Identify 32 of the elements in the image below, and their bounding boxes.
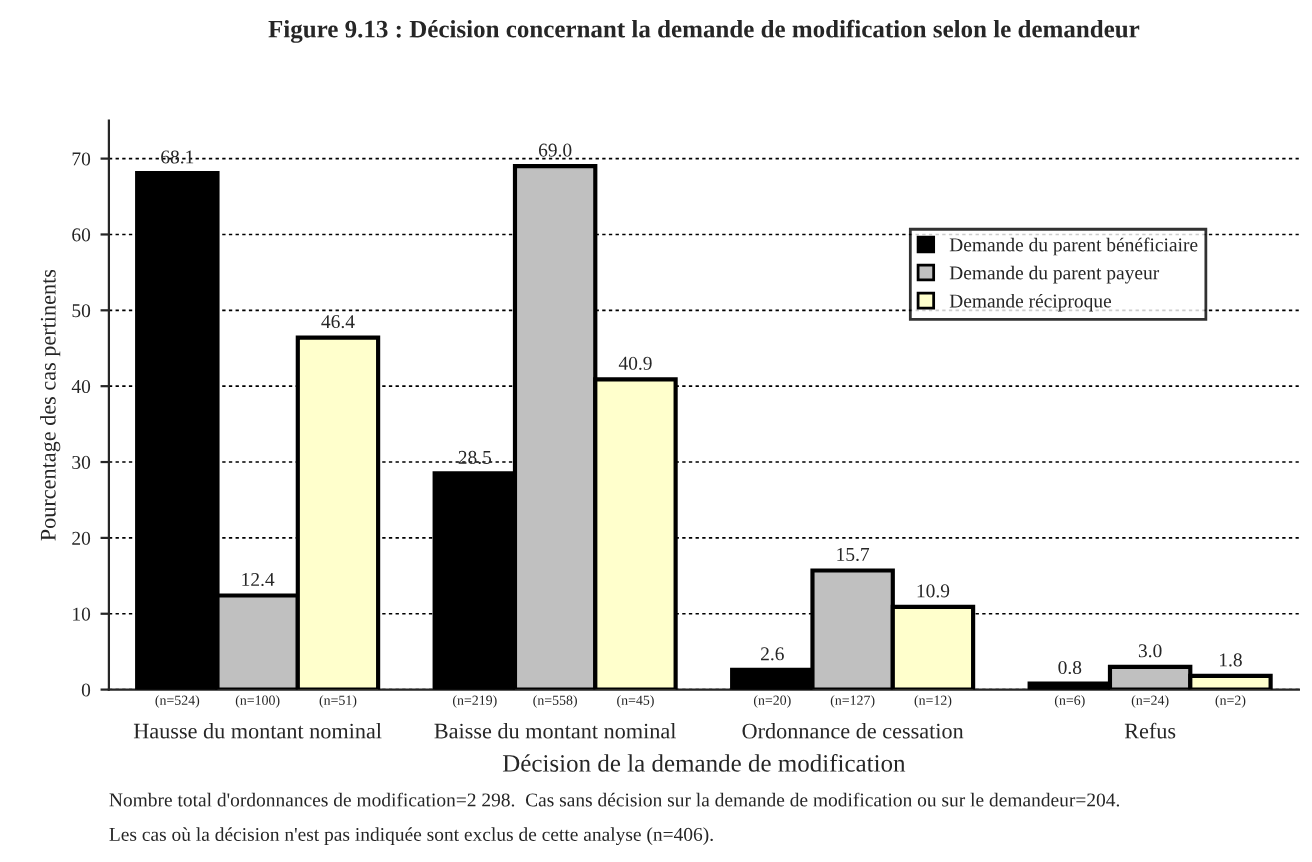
- data-label: 3.0: [1138, 644, 1162, 658]
- data-label: 69.0: [538, 143, 572, 157]
- text: Nombre total d'ordonnances de modification=2 298. Cas sans décision sur la demande de modification ou sur le demandeur=204.: [109, 792, 1120, 807]
- legend-label: Demande du parent bénéficiaire: [949, 237, 1198, 256]
- x-tick-label: Refus: [1124, 722, 1176, 739]
- y-tick-label: 50: [72, 304, 91, 318]
- y-tick-label: 30: [72, 455, 91, 469]
- y-tick-label: 40: [71, 379, 91, 394]
- data-label: 10.9: [917, 584, 950, 598]
- data-label: 28.5: [458, 450, 492, 464]
- legend-label: Demande réciproque: [949, 293, 1112, 312]
- data-label: 2.6: [761, 647, 784, 661]
- x-tick-label: Baisse du montant nominal: [434, 722, 676, 739]
- data-label: 12.4: [242, 572, 275, 587]
- data-label: 46.4: [321, 315, 355, 329]
- y-tick-label: 0: [81, 683, 91, 697]
- y-tick-label: 70: [72, 152, 91, 166]
- x-tick-label: Ordonnance de cessation: [742, 722, 964, 739]
- x-axis-title: Décision de la demande de modification: [502, 753, 906, 772]
- x-tick-label: Hausse du montant nominal: [133, 722, 382, 739]
- chart-title: Figure 9.13 : Décision concernant la demande de modification selon le demandeur: [268, 19, 1140, 43]
- data-label: 40.9: [618, 356, 652, 370]
- y-tick-label: 10: [73, 607, 91, 621]
- y-tick-label: 60: [72, 228, 91, 242]
- data-label: 1.8: [1220, 653, 1242, 667]
- legend-label: Demande du parent payeur: [949, 265, 1160, 284]
- data-label: 0.8: [1058, 660, 1082, 675]
- data-label: 15.7: [837, 547, 870, 562]
- data-label: 68.1: [161, 150, 194, 164]
- y-axis-title: Pourcentage des cas pertinents: [40, 269, 61, 541]
- text: Les cas où la décision n'est pas indiquée sont exclus de cette analyse (n=406).: [109, 827, 713, 845]
- y-tick-label: 20: [72, 531, 91, 545]
